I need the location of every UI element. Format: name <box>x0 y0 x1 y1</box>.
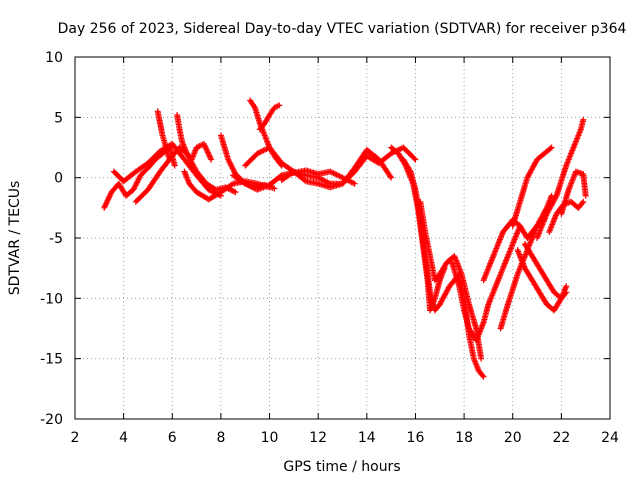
x-tick-label: 6 <box>168 430 177 446</box>
x-axis-title: GPS time / hours <box>283 459 400 475</box>
y-tick-label: 0 <box>54 171 63 187</box>
data-point <box>563 289 570 296</box>
x-tick-label: 8 <box>216 430 225 446</box>
x-tick-label: 16 <box>407 430 425 446</box>
data-point <box>208 156 215 163</box>
series-arc-24 <box>558 168 589 217</box>
data-point <box>231 188 238 195</box>
y-tick-label: 10 <box>45 50 63 66</box>
y-tick-label: -5 <box>49 231 63 247</box>
data-point <box>271 185 278 192</box>
series-arc-12 <box>278 146 395 191</box>
data-point <box>548 144 555 151</box>
data-point <box>411 155 418 162</box>
series-arc-18 <box>497 192 555 332</box>
x-tick-label: 4 <box>119 430 128 446</box>
series-arc-16 <box>448 222 524 344</box>
data-point <box>563 283 570 290</box>
x-tick-label: 10 <box>261 430 279 446</box>
x-tick-label: 24 <box>601 430 619 446</box>
data-point <box>166 156 173 163</box>
data-point <box>552 194 559 201</box>
y-tick-label: 5 <box>54 110 63 126</box>
data-point <box>480 373 487 380</box>
data-point <box>406 167 413 174</box>
series-arc-19 <box>509 144 555 229</box>
data-point <box>579 200 586 207</box>
y-axis-title: SDTVAR / TECUs <box>7 181 23 296</box>
data-point <box>228 181 235 188</box>
y-tick-label: -10 <box>40 291 63 307</box>
y-tick-label: -20 <box>40 412 63 428</box>
data-point <box>171 162 178 169</box>
data-point <box>229 187 236 194</box>
series-arc-13 <box>388 144 448 314</box>
series-arc-4 <box>154 108 173 163</box>
data-point <box>228 187 235 194</box>
series-arc-21 <box>521 241 570 302</box>
data-point <box>412 156 419 163</box>
data-point <box>276 102 283 109</box>
data-point <box>478 355 485 362</box>
data-point <box>479 372 486 379</box>
data-point <box>580 198 587 205</box>
data-point <box>387 173 394 180</box>
data-point <box>582 192 589 199</box>
x-tick-label: 2 <box>71 430 80 446</box>
y-tick-label: -15 <box>40 352 63 368</box>
data-point <box>301 177 308 184</box>
series-arc-23 <box>546 198 587 235</box>
data-point <box>351 180 358 187</box>
data-marks <box>101 97 589 380</box>
data-point <box>562 290 569 297</box>
x-tick-label: 22 <box>552 430 570 446</box>
x-tick-label: 20 <box>504 430 522 446</box>
x-tick-label: 12 <box>309 430 327 446</box>
series-arc-9 <box>256 102 283 133</box>
data-point <box>580 116 587 123</box>
data-point <box>388 174 395 181</box>
series-arc-5 <box>174 111 215 163</box>
chart-title: Day 256 of 2023, Sidereal Day-to-day VTE… <box>58 21 627 37</box>
data-point <box>547 145 554 152</box>
x-tick-label: 18 <box>455 430 473 446</box>
series-arc-22 <box>534 116 587 241</box>
x-tick-label: 14 <box>358 430 376 446</box>
data-point <box>232 189 239 196</box>
